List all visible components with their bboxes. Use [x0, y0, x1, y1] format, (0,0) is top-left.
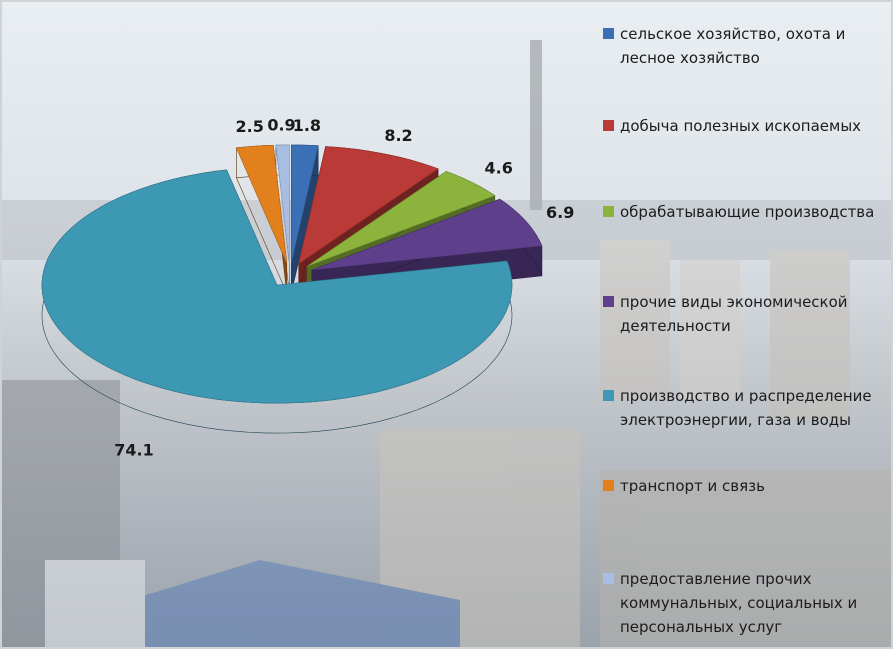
pie-slice	[306, 171, 496, 267]
legend-swatch	[603, 120, 614, 131]
data-label: 6.9	[546, 203, 574, 222]
legend-item: добыча полезных ископаемых	[603, 114, 888, 138]
legend-label: обрабатывающие производства	[620, 203, 875, 221]
legend-swatch	[603, 296, 614, 307]
legend-label: добыча полезных ископаемых	[620, 117, 862, 135]
pie-slice	[291, 144, 319, 264]
legend-swatch	[603, 28, 614, 39]
legend-swatch	[603, 573, 614, 584]
legend-label: прочие виды экономической деятельности	[620, 293, 848, 335]
legend-item: сельское хозяйство, охота и лесное хозяй…	[603, 22, 888, 70]
legend-item: прочие виды экономической деятельности	[603, 290, 888, 338]
legend-item: транспорт и связь	[603, 474, 888, 498]
legend-label: производство и распределение электроэнер…	[620, 387, 872, 429]
legend-item: производство и распределение электроэнер…	[603, 384, 888, 432]
legend-label: сельское хозяйство, охота и лесное хозяй…	[620, 25, 846, 67]
data-label: 8.2	[384, 126, 412, 145]
data-label: 74.1	[114, 441, 153, 460]
pie-slice	[298, 146, 439, 265]
legend-swatch	[603, 206, 614, 217]
legend-label: транспорт и связь	[620, 477, 765, 495]
pie-slice	[275, 144, 290, 263]
pie-slice	[41, 169, 513, 404]
pie-slice	[311, 198, 543, 271]
data-label: 4.6	[485, 159, 513, 178]
legend-swatch	[603, 390, 614, 401]
data-label: 1.8	[293, 116, 321, 135]
data-label: 0.9	[267, 116, 295, 135]
legend-item: предоставление прочих коммунальных, соци…	[603, 567, 888, 639]
legend-label: предоставление прочих коммунальных, соци…	[620, 570, 858, 636]
data-label: 2.5	[236, 117, 264, 136]
legend-item: обрабатывающие производства	[603, 200, 888, 224]
city-backdrop	[0, 40, 893, 649]
pie-slice	[235, 144, 288, 264]
legend-swatch	[603, 480, 614, 491]
pie	[41, 144, 543, 434]
